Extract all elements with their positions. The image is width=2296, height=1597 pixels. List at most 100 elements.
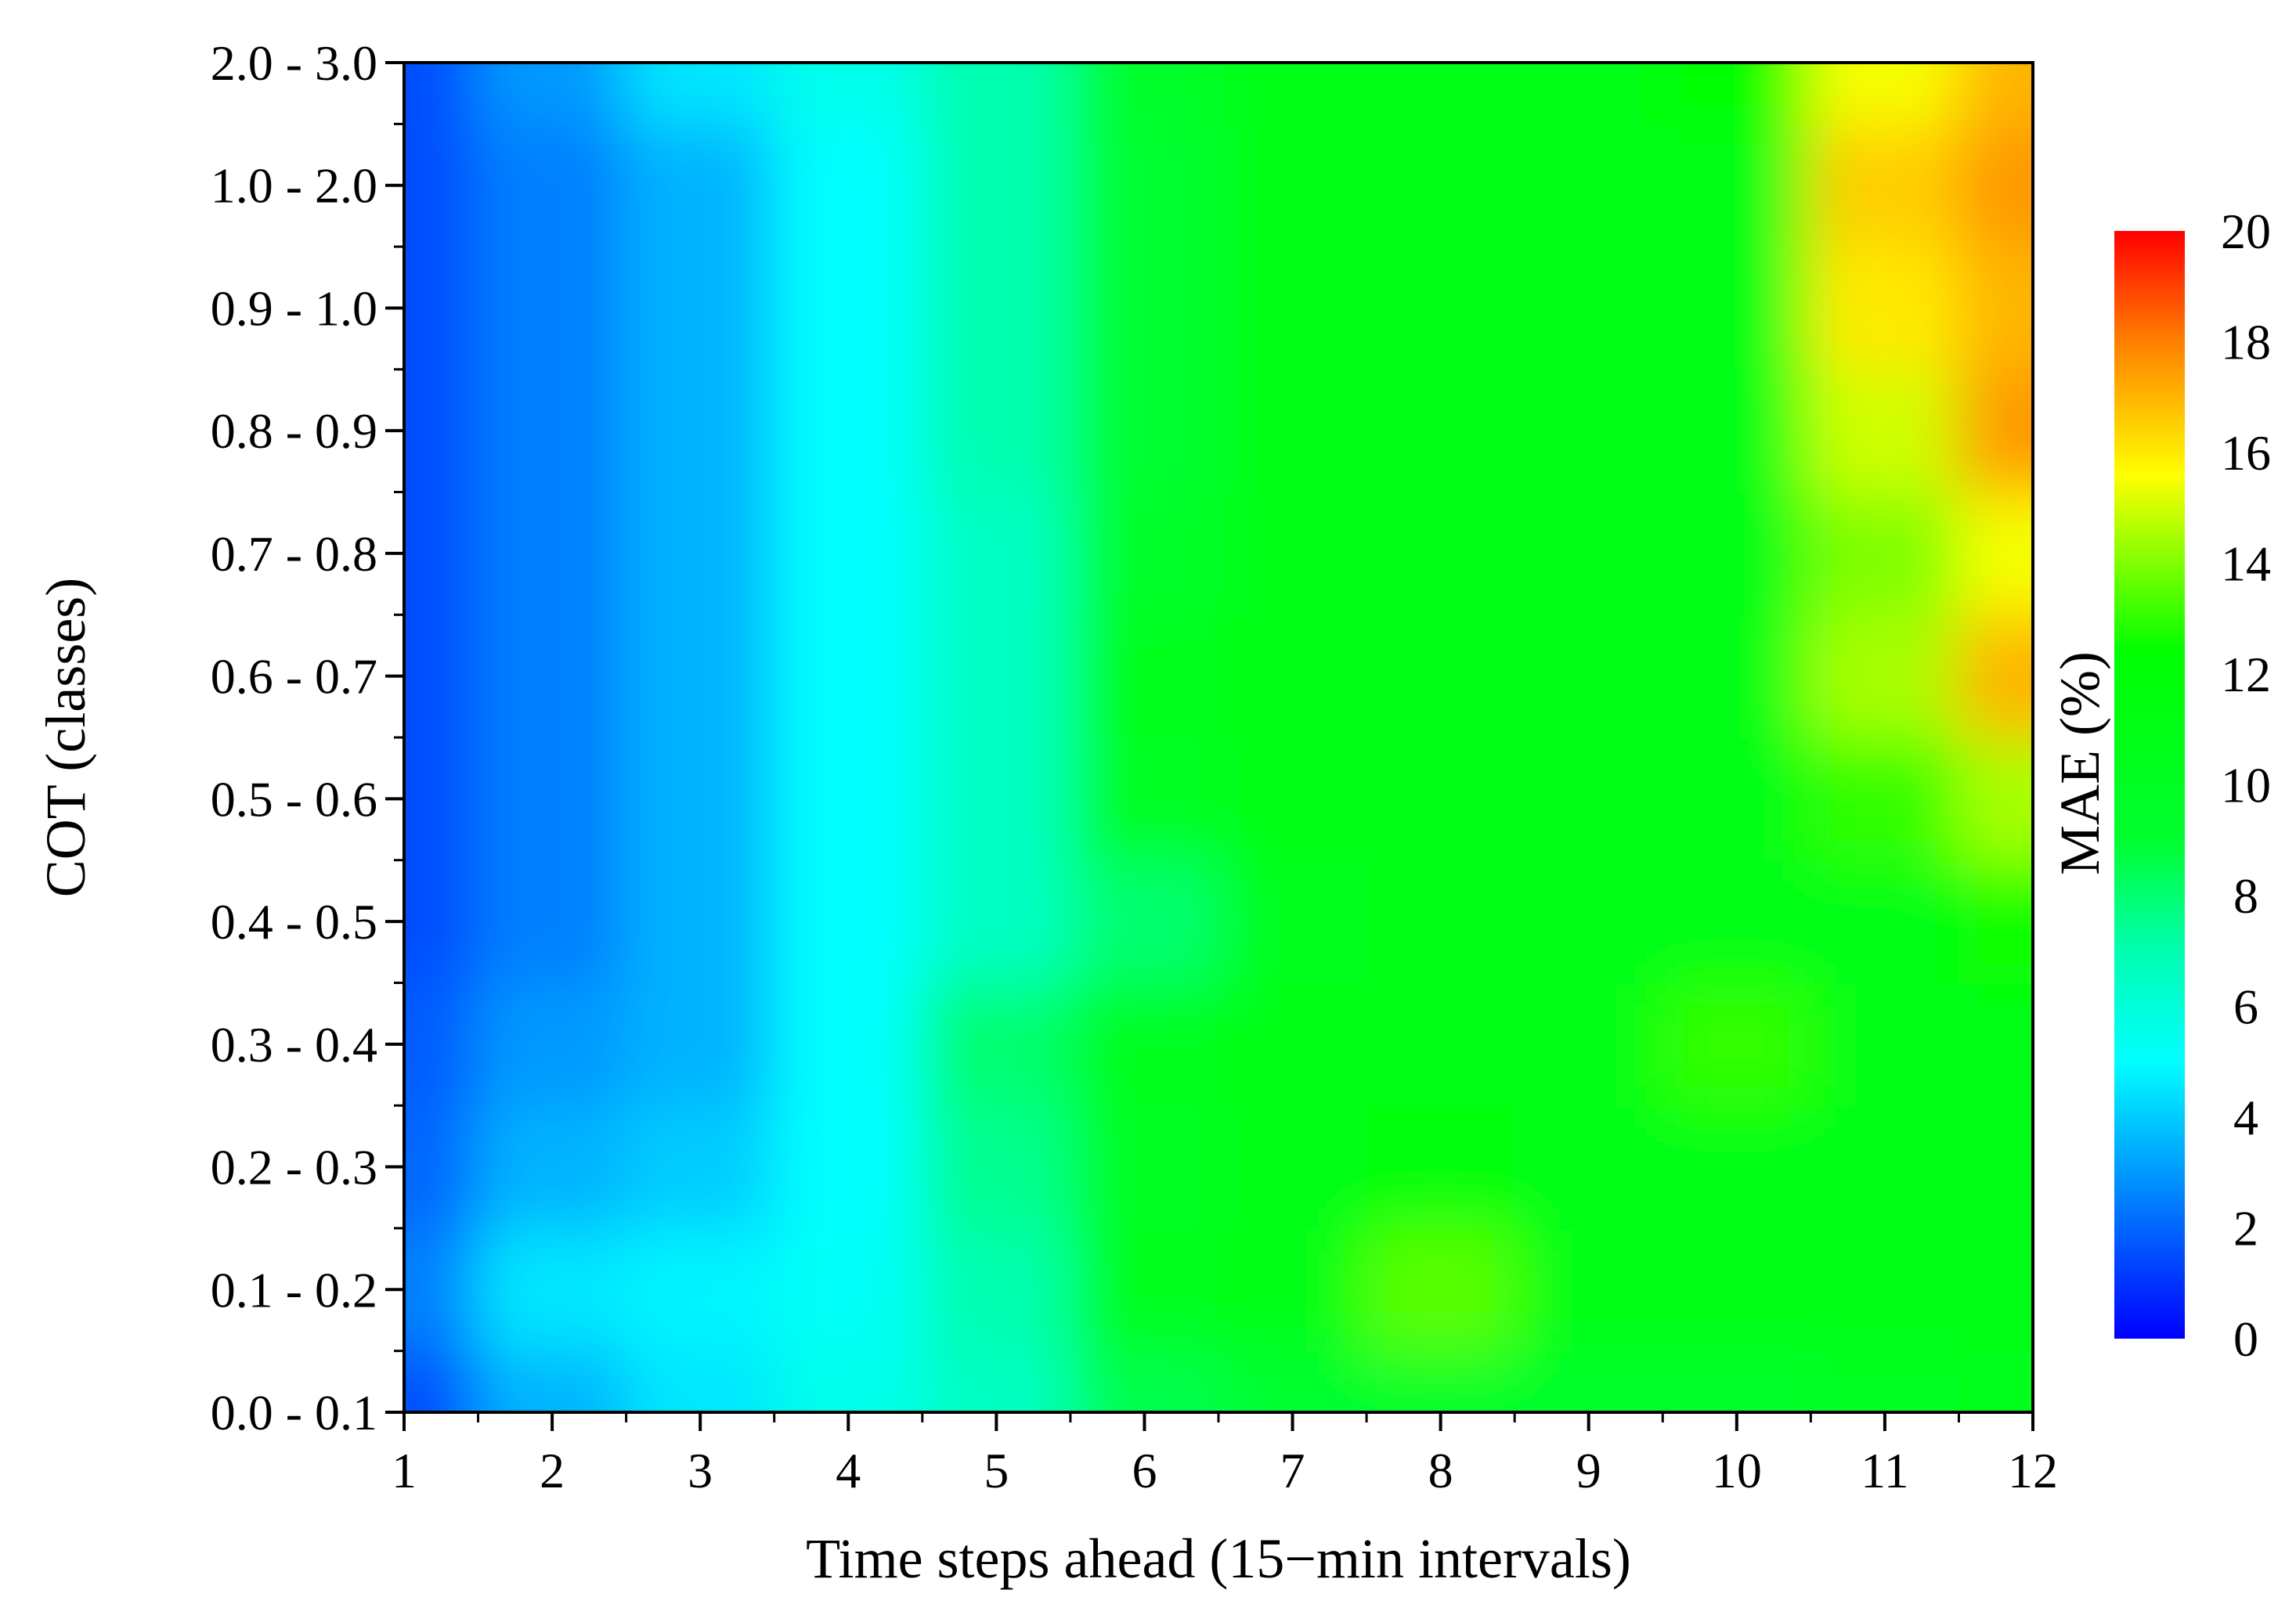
x-tick-label: 9 bbox=[1576, 1443, 1601, 1498]
heatmap-cell bbox=[1217, 122, 1369, 249]
heatmap-cell bbox=[1365, 613, 1517, 739]
heatmap-cell bbox=[1068, 736, 1220, 862]
heatmap-cell bbox=[1957, 1104, 2033, 1230]
heatmap-cell bbox=[1365, 736, 1517, 862]
heatmap-cell bbox=[624, 1226, 776, 1353]
heatmap-cell bbox=[1661, 1104, 1813, 1230]
heatmap-cell bbox=[1809, 367, 1961, 494]
heatmap-cell bbox=[476, 63, 628, 126]
heatmap-cell bbox=[1068, 613, 1220, 739]
heatmap-cell bbox=[476, 858, 628, 985]
heatmap-cell bbox=[1661, 1226, 1813, 1353]
colorbar-tick-label: 4 bbox=[2233, 1090, 2258, 1145]
heatmap-cell bbox=[1513, 63, 1665, 126]
colorbar-tick-label: 12 bbox=[2221, 647, 2271, 702]
y-tick-label: 0.3 - 0.4 bbox=[211, 1017, 377, 1072]
colorbar-tick-label: 14 bbox=[2221, 536, 2271, 592]
y-tick-label: 0.1 - 0.2 bbox=[211, 1262, 377, 1318]
heatmap-cell bbox=[772, 63, 924, 126]
heatmap-cell bbox=[1217, 981, 1369, 1108]
x-tick-label: 7 bbox=[1280, 1443, 1305, 1498]
heatmap-cell bbox=[1365, 981, 1517, 1108]
heatmap-cell bbox=[1365, 367, 1517, 494]
heatmap-cell bbox=[1661, 490, 1813, 617]
heatmap-cell bbox=[476, 1226, 628, 1353]
heatmap-cell bbox=[1068, 367, 1220, 494]
heatmap-cell bbox=[920, 981, 1072, 1108]
heatmap-cell bbox=[920, 858, 1072, 985]
heatmap-cell bbox=[404, 1226, 480, 1353]
heatmap-cell bbox=[772, 367, 924, 494]
heatmap-cell bbox=[624, 858, 776, 985]
heatmap-cell bbox=[772, 736, 924, 862]
heatmap-cell bbox=[1217, 245, 1369, 371]
heatmap-cell bbox=[1513, 1104, 1665, 1230]
heatmap-cell bbox=[1513, 858, 1665, 985]
heatmap-cell bbox=[1068, 490, 1220, 617]
y-tick-label: 0.5 - 0.6 bbox=[211, 771, 377, 827]
heatmap-cell bbox=[772, 1104, 924, 1230]
colorbar-tick-label: 2 bbox=[2233, 1201, 2258, 1256]
heatmap-cell bbox=[1217, 1226, 1369, 1353]
colorbar-title: MAE (%) bbox=[2049, 651, 2111, 875]
heatmap-cell bbox=[1365, 1104, 1517, 1230]
heatmap-cell bbox=[920, 613, 1072, 739]
heatmap-cell bbox=[1068, 63, 1220, 126]
heatmap-cell bbox=[1217, 858, 1369, 985]
heatmap-cell bbox=[1661, 63, 1813, 126]
heatmap-cell bbox=[1957, 981, 2033, 1108]
heatmap-cell bbox=[1365, 858, 1517, 985]
colorbar-ticks: 0 2 4 6 8 10 12 14 16 18 20 bbox=[2221, 204, 2271, 1367]
heatmap-cell bbox=[1217, 1104, 1369, 1230]
heatmap-cell bbox=[476, 122, 628, 249]
heatmap-cell bbox=[1068, 858, 1220, 985]
colorbar-gradient bbox=[2114, 231, 2185, 1339]
heatmap-cell bbox=[772, 245, 924, 371]
heatmap-cell bbox=[1068, 1104, 1220, 1230]
heatmap-cell bbox=[1068, 981, 1220, 1108]
heatmap-cell bbox=[1957, 858, 2033, 985]
y-tick-label: 0.9 - 1.0 bbox=[211, 280, 377, 336]
heatmap-cell bbox=[1809, 1349, 1961, 1412]
heatmap-cell bbox=[1513, 367, 1665, 494]
heatmap-field bbox=[404, 63, 2033, 1412]
heatmap-cell bbox=[772, 490, 924, 617]
heatmap-cell bbox=[1661, 122, 1813, 249]
heatmap-cell bbox=[1513, 490, 1665, 617]
heatmap-cell bbox=[624, 981, 776, 1108]
heatmap-cell bbox=[1513, 736, 1665, 862]
heatmap-cell bbox=[1957, 1226, 2033, 1353]
y-tick-label: 0.6 - 0.7 bbox=[211, 649, 377, 705]
heatmap-cell bbox=[1513, 1226, 1665, 1353]
heatmap-cell bbox=[1809, 122, 1961, 249]
x-tick-label: 6 bbox=[1132, 1443, 1157, 1498]
colorbar-tick-label: 20 bbox=[2221, 204, 2271, 259]
colorbar-tick-label: 16 bbox=[2221, 425, 2271, 481]
heatmap-cell bbox=[1661, 981, 1813, 1108]
heatmap-cell bbox=[920, 63, 1072, 126]
heatmap-cell bbox=[476, 245, 628, 371]
x-tick-label: 2 bbox=[540, 1443, 565, 1498]
heatmap-cell bbox=[1957, 613, 2033, 739]
heatmap-cell bbox=[1513, 245, 1665, 371]
x-tick-label: 12 bbox=[2008, 1443, 2058, 1498]
heatmap-cell bbox=[1957, 63, 2033, 126]
heatmap-cell bbox=[404, 736, 480, 862]
heatmap-cell bbox=[1809, 245, 1961, 371]
heatmap-cell bbox=[1809, 1104, 1961, 1230]
heatmap-cell bbox=[920, 736, 1072, 862]
y-tick-label: 0.2 - 0.3 bbox=[211, 1140, 377, 1195]
heatmap-cell bbox=[624, 122, 776, 249]
x-axis: 1 2 3 4 5 6 7 8 9 10 11 12 bbox=[392, 1412, 2058, 1498]
heatmap-cell bbox=[404, 490, 480, 617]
y-axis: 0.0 - 0.1 0.1 - 0.2 0.2 - 0.3 0.3 - 0.4 0.4 … bbox=[211, 35, 404, 1440]
heatmap-cell bbox=[1957, 122, 2033, 249]
heatmap-cell bbox=[624, 1349, 776, 1412]
x-tick-label: 5 bbox=[984, 1443, 1009, 1498]
heatmap-cell bbox=[1513, 613, 1665, 739]
heatmap-cell bbox=[1809, 613, 1961, 739]
heatmap-cell bbox=[772, 1349, 924, 1412]
heatmap-cell bbox=[1365, 245, 1517, 371]
heatmap-cell bbox=[1809, 63, 1961, 126]
